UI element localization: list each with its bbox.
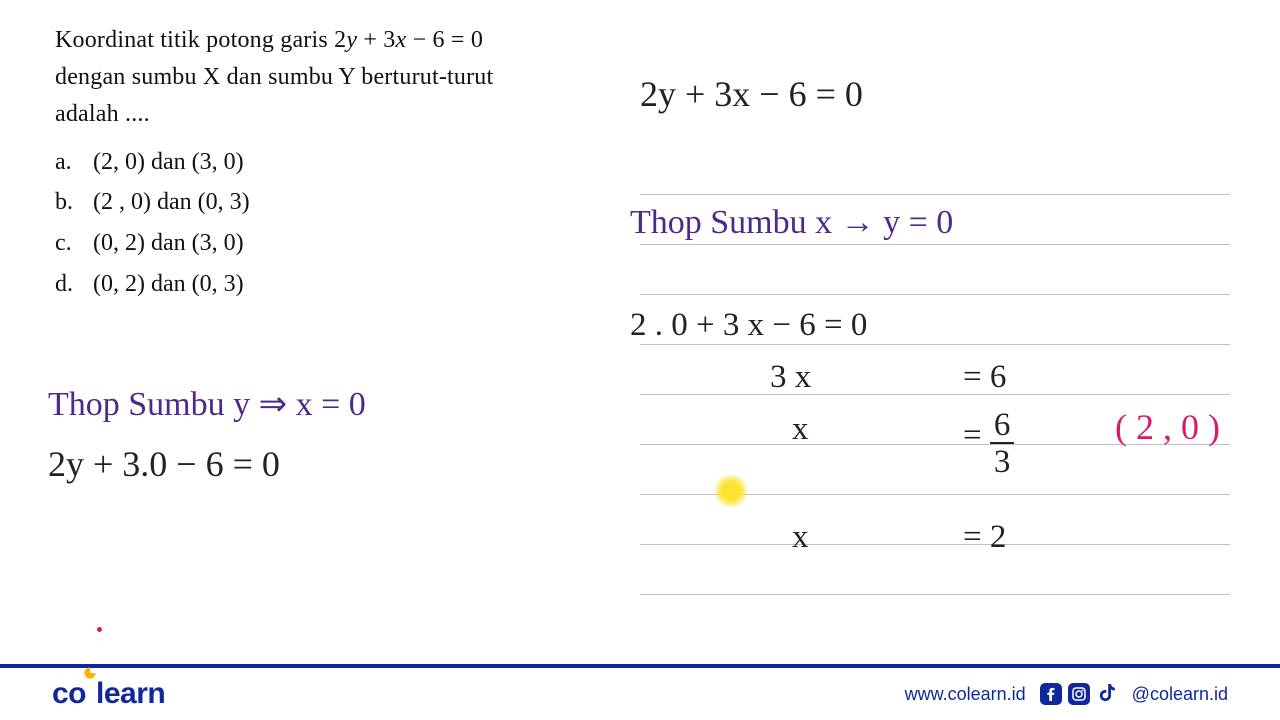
question-text: Koordinat titik potong garis 2y + 3x − 6… bbox=[55, 22, 595, 134]
right-step1: 2 . 0 + 3 x − 6 = 0 bbox=[630, 303, 867, 348]
cursor-highlight bbox=[715, 475, 747, 507]
rule bbox=[640, 145, 1230, 195]
right-step4-rhs: = 2 bbox=[963, 515, 1006, 560]
footer-url[interactable]: www.colearn.id bbox=[905, 684, 1026, 705]
facebook-icon[interactable] bbox=[1040, 683, 1062, 705]
rule bbox=[640, 345, 1230, 395]
brand-logo: co learn bbox=[52, 677, 165, 711]
social-icons bbox=[1040, 683, 1118, 705]
left-hand-line1: Thop Sumbu y ⇒ x = 0 bbox=[48, 382, 608, 428]
q-line1-pre: Koordinat titik potong garis bbox=[55, 27, 334, 53]
right-step2-lhs: 3 x bbox=[770, 355, 811, 400]
logo-right: learn bbox=[96, 677, 165, 711]
instagram-icon[interactable] bbox=[1068, 683, 1090, 705]
rule bbox=[640, 545, 1230, 595]
footer-right: www.colearn.id @colearn.id bbox=[905, 683, 1228, 705]
option-a: a. (2, 0) dan (3, 0) bbox=[55, 142, 595, 183]
right-step2-rhs: = 6 bbox=[963, 355, 1006, 400]
right-step3-rhs: = 6 3 bbox=[963, 403, 1014, 473]
rule bbox=[640, 245, 1230, 295]
option-c: c. (0, 2) dan (3, 0) bbox=[55, 223, 595, 264]
q-line2: dengan sumbu X dan sumbu Y berturut-turu… bbox=[55, 64, 493, 90]
page: Koordinat titik potong garis 2y + 3x − 6… bbox=[0, 0, 1280, 720]
red-dot-marker bbox=[97, 627, 102, 632]
logo-left: co bbox=[52, 677, 86, 711]
tiktok-icon[interactable] bbox=[1096, 683, 1118, 705]
option-d: d. (0, 2) dan (0, 3) bbox=[55, 264, 595, 305]
ruled-area: Thop Sumbu x → y = 0 2 . 0 + 3 x − 6 = 0… bbox=[640, 145, 1230, 595]
left-hand-line2: 2y + 3.0 − 6 = 0 bbox=[48, 440, 608, 489]
footer-bar: co learn www.colearn.id @col bbox=[0, 664, 1280, 720]
fraction: 6 3 bbox=[990, 409, 1015, 479]
right-heading: Thop Sumbu x → y = 0 bbox=[630, 200, 953, 246]
pacman-icon bbox=[83, 666, 97, 680]
right-eq-top: 2y + 3x − 6 = 0 bbox=[640, 70, 863, 119]
option-b: b. (2 , 0) dan (0, 3) bbox=[55, 182, 595, 223]
right-step3-lhs: x bbox=[792, 407, 809, 452]
q-line3: adalah .... bbox=[55, 101, 150, 127]
footer-handle[interactable]: @colearn.id bbox=[1132, 684, 1228, 705]
right-step4-lhs: x bbox=[792, 515, 809, 560]
question-block: Koordinat titik potong garis 2y + 3x − 6… bbox=[55, 22, 595, 305]
right-answer: ( 2 , 0 ) bbox=[1115, 403, 1220, 452]
left-handwriting: Thop Sumbu y ⇒ x = 0 2y + 3.0 − 6 = 0 bbox=[48, 382, 608, 488]
options-list: a. (2, 0) dan (3, 0) b. (2 , 0) dan (0, … bbox=[55, 142, 595, 305]
